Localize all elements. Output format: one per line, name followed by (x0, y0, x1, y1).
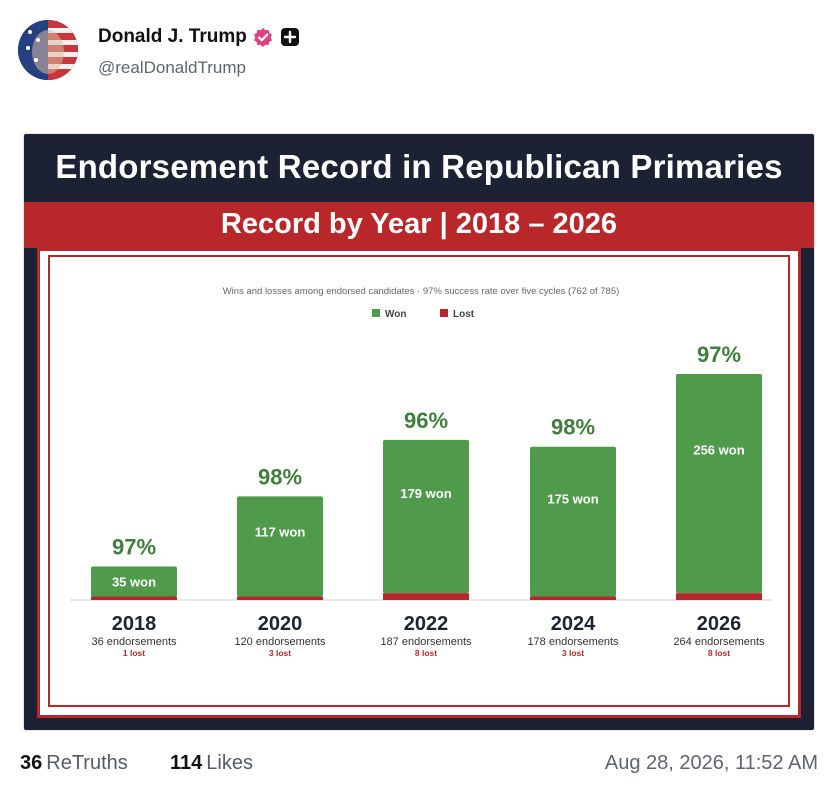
subtitle-band (24, 202, 814, 248)
bar-won-2018 (91, 566, 177, 597)
post-footer: 36 ReTruths 114 Likes Aug 28, 2026, 11:52 … (20, 752, 820, 780)
bar-lost-2026 (676, 593, 762, 600)
tick-label-2022: 2022 (404, 613, 449, 635)
won-label-2026: 256 won (693, 443, 744, 458)
won-label-2020: 117 won (255, 524, 306, 539)
tick-label-2024: 2024 (551, 613, 596, 635)
endorsements-label-2022: 187 endorsements (380, 636, 472, 648)
bar-lost-2022 (383, 593, 469, 600)
retruths-count: 36 (20, 752, 43, 774)
chart-frame-inner: Wins and losses among endorsed candidate… (48, 255, 790, 707)
chart-subtitle: Record by Year | 2018 – 2026 (220, 208, 618, 240)
bar-won-2022 (383, 439, 469, 594)
endorsements-label-2026: 264 endorsements (673, 636, 765, 648)
likes-count: 114 (170, 752, 203, 774)
bar-won-2026 (676, 374, 762, 594)
percent-label-2026: 97% (697, 342, 741, 367)
legend-swatch-lost (440, 309, 448, 317)
display-name[interactable]: Donald J. Trump (98, 26, 299, 48)
bar-won-2020 (237, 496, 323, 597)
avatar[interactable] (18, 20, 78, 80)
percent-label-2018: 97% (112, 535, 156, 560)
won-label-2018: 35 won (112, 575, 156, 590)
bar-lost-2020 (237, 596, 323, 600)
percent-label-2022: 96% (404, 408, 448, 433)
endorsements-label-2020: 120 endorsements (234, 636, 326, 648)
chart-plot: Wins and losses among endorsed candidate… (70, 286, 772, 658)
display-name-text: Donald J. Trump (98, 26, 247, 47)
likes-stat[interactable]: 114 Likes (170, 752, 253, 775)
legend-label-lost: Lost (453, 309, 475, 320)
bar-lost-2024 (530, 596, 616, 600)
retruths-label: ReTruths (46, 752, 128, 774)
chart-legend: Won Lost (372, 309, 475, 320)
chart-frame: Wins and losses among endorsed candidate… (37, 248, 801, 718)
percent-label-2020: 98% (258, 464, 302, 489)
won-label-2024: 175 won (547, 492, 598, 507)
tick-label-2018: 2018 (112, 613, 157, 635)
legend-swatch-won (372, 309, 380, 317)
endorsements-label-2018: 36 endorsements (92, 636, 177, 648)
percent-label-2024: 98% (551, 415, 595, 440)
post-header: Donald J. Trump @realDonaldTrump (18, 18, 818, 82)
chart-title: Endorsement Record in Republican Primari… (55, 148, 783, 185)
verified-badge-icon (253, 27, 273, 47)
tick-label-2020: 2020 (258, 613, 303, 635)
post-timestamp[interactable]: Aug 28, 2026, 11:52 AM (604, 752, 818, 774)
endorsements-label-2024: 178 endorsements (527, 636, 619, 648)
bar-won-2024 (530, 446, 616, 597)
legend-label-won: Won (385, 309, 406, 320)
lost-label-2026: 8 lost (708, 648, 730, 658)
lost-label-2020: 3 lost (269, 648, 291, 658)
bar-lost-2018 (91, 596, 177, 600)
likes-label: Likes (206, 752, 253, 774)
retruths-stat[interactable]: 36 ReTruths (20, 752, 128, 775)
won-label-2022: 179 won (400, 486, 451, 501)
lost-label-2022: 8 lost (415, 648, 437, 658)
lost-label-2018: 1 lost (123, 648, 145, 658)
post-media-chart[interactable]: Endorsement Record in Republican Primari… (24, 134, 814, 730)
plus-icon (280, 28, 299, 46)
chart-caption: Wins and losses among endorsed candidate… (223, 286, 620, 297)
tick-label-2026: 2026 (697, 613, 742, 635)
lost-label-2024: 3 lost (562, 648, 584, 658)
user-handle[interactable]: @realDonaldTrump (98, 58, 246, 77)
avatar-image (18, 20, 78, 80)
